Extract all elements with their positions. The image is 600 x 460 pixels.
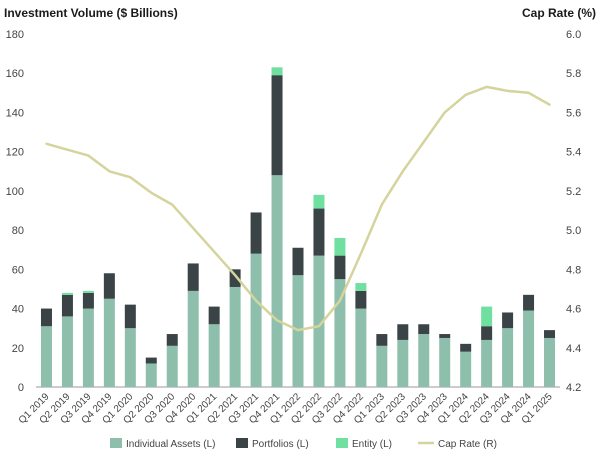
right-axis-tick-label: 6.0	[566, 29, 581, 41]
left-axis-tick-label: 140	[6, 107, 24, 119]
bar-segment	[61, 292, 73, 295]
bar-segment	[145, 363, 157, 387]
bar-segment	[271, 175, 283, 387]
bar-segment	[271, 67, 283, 76]
bar-segment	[208, 324, 220, 387]
bar-segment	[271, 75, 283, 176]
bar-segment	[460, 351, 472, 387]
bar-segment	[481, 339, 493, 387]
left-axis-tick-label: 100	[6, 186, 24, 198]
bar-segment	[103, 298, 115, 387]
left-axis-tick-label: 180	[6, 29, 24, 41]
legend-swatch	[110, 438, 122, 448]
bar-segment	[355, 290, 367, 309]
bar-segment	[481, 326, 493, 340]
left-axis-tick-label: 120	[6, 147, 24, 159]
bar-segment	[313, 194, 325, 209]
bar-segment	[481, 306, 493, 327]
left-axis-tick-label: 0	[18, 382, 24, 394]
right-axis-tick-label: 4.6	[566, 304, 581, 316]
bar-segment	[187, 290, 199, 387]
cap-rate-line	[45, 85, 551, 332]
bar-segment	[250, 253, 262, 387]
bar-segment	[376, 345, 388, 387]
right-axis-tick-label: 4.2	[566, 382, 581, 394]
bar-segment	[82, 308, 94, 387]
bar-segment	[334, 255, 346, 280]
bar-segment	[229, 286, 241, 387]
bar-segment	[523, 310, 535, 387]
bar-segment	[229, 269, 241, 287]
bar-segment	[61, 294, 73, 317]
bar-segment	[103, 273, 115, 299]
bar-segment	[439, 337, 451, 387]
legend-label: Entity (L)	[352, 439, 392, 450]
legend-swatch	[336, 438, 348, 448]
bar-segment	[502, 328, 514, 387]
left-axis-tick-label: 160	[6, 68, 24, 80]
bar-segment	[166, 345, 178, 387]
bar-segment	[439, 334, 451, 338]
bar-segment	[418, 324, 430, 335]
right-axis-tick-label: 5.0	[566, 225, 581, 237]
bar-segment	[82, 292, 94, 309]
left-axis-tick-label: 80	[12, 225, 24, 237]
right-axis-title: Cap Rate (%)	[521, 6, 596, 20]
bar-segment	[355, 283, 367, 291]
bar-segment	[40, 308, 52, 327]
bar-segment	[250, 212, 262, 254]
bar-segment	[544, 330, 556, 338]
right-axis-tick-label: 5.4	[566, 147, 581, 159]
bar-segment	[355, 308, 367, 387]
legend-label: Portfolios (L)	[252, 439, 309, 450]
bar-segment	[187, 263, 199, 291]
bar-segment	[166, 334, 178, 346]
right-axis-tick-label: 4.4	[566, 343, 581, 355]
left-axis-tick-label: 40	[12, 304, 24, 316]
legend-label: Individual Assets (L)	[126, 439, 216, 450]
bar-segment	[397, 324, 409, 340]
bar-segment	[61, 316, 73, 387]
bar-segment	[544, 337, 556, 387]
left-axis-tick-label: 60	[12, 264, 24, 276]
bar-segment	[376, 334, 388, 346]
bar-segment	[292, 247, 304, 276]
bar-segment	[208, 306, 220, 325]
bar-segment	[334, 279, 346, 387]
bar-segment	[145, 357, 157, 364]
legend-swatch	[236, 438, 248, 448]
bar-segment	[334, 237, 346, 256]
bar-segment	[82, 290, 94, 293]
bar-segment	[124, 328, 136, 387]
bar-segment	[460, 343, 472, 352]
right-axis-tick-label: 5.6	[566, 107, 581, 119]
bar-segment	[397, 339, 409, 387]
bar-segment	[313, 255, 325, 387]
left-axis-title: Investment Volume ($ Billions)	[4, 6, 178, 20]
bar-segment	[124, 304, 136, 329]
left-axis-tick-label: 20	[12, 343, 24, 355]
legend-label: Cap Rate (R)	[438, 439, 497, 450]
right-axis-tick-label: 5.2	[566, 186, 581, 198]
bar-segment	[418, 334, 430, 387]
right-axis-tick-label: 4.8	[566, 264, 581, 276]
bar-segment	[313, 208, 325, 256]
bar-segment	[502, 312, 514, 329]
bar-segment	[523, 294, 535, 311]
right-axis-tick-label: 5.8	[566, 68, 581, 80]
bar-segment	[40, 326, 52, 387]
